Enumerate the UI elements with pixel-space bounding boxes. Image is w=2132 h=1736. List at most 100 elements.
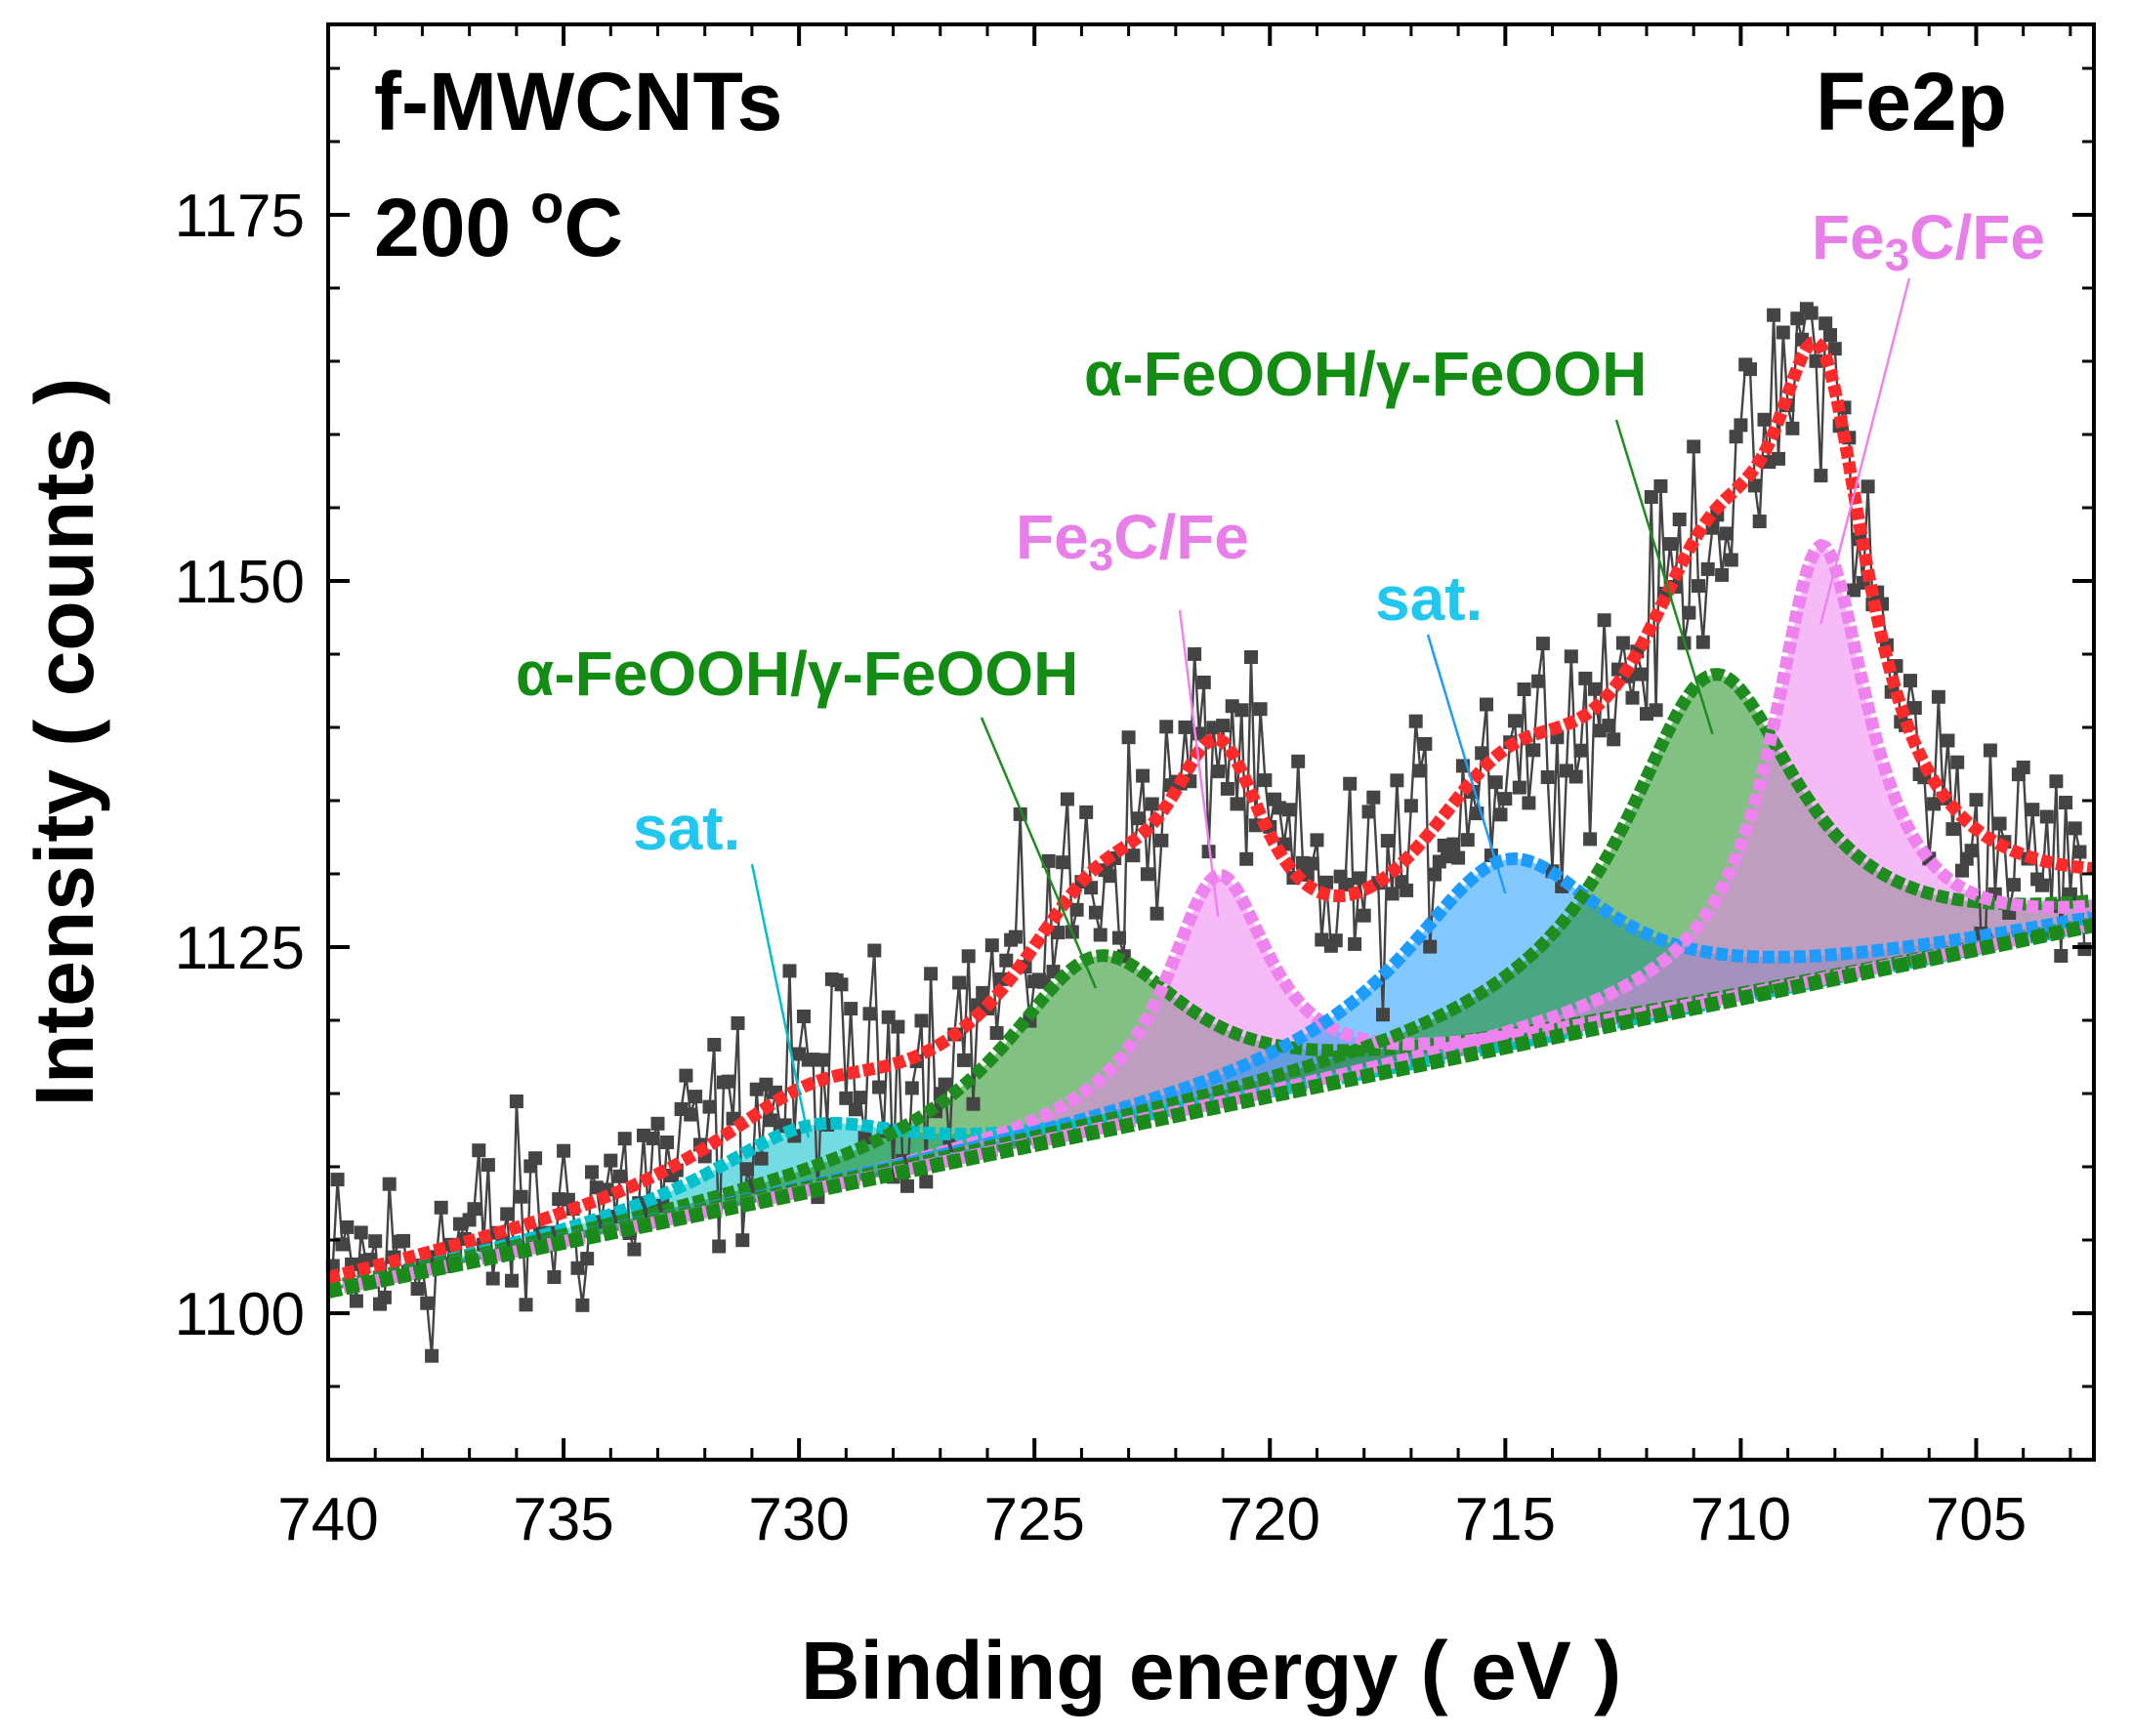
raw-data-point (1587, 682, 1602, 696)
raw-data-point (1682, 605, 1696, 620)
raw-data-point (1136, 768, 1150, 783)
raw-data-point (1903, 674, 1917, 688)
raw-data-point (1211, 765, 1226, 779)
raw-data-point (485, 1271, 500, 1286)
raw-data-point (1220, 781, 1234, 796)
fe3c-2-post: C/Fe (1909, 202, 2045, 272)
raw-data-point (712, 1239, 727, 1254)
raw-data-point (1607, 732, 1621, 747)
raw-data-point (1112, 930, 1126, 945)
raw-data-point (1827, 342, 1842, 356)
raw-data-point (509, 1095, 523, 1108)
raw-data-point (1649, 703, 1663, 718)
raw-data-point (1809, 353, 1823, 368)
y-tick-label: 1125 (175, 915, 305, 982)
raw-data-point (660, 1136, 675, 1149)
raw-data-point (505, 1273, 519, 1288)
raw-data-point (1498, 792, 1513, 806)
raw-data-point (1079, 805, 1094, 819)
fe3c-2-sub: 3 (1885, 229, 1910, 280)
raw-data-point (1772, 451, 1785, 466)
raw-data-point (1380, 834, 1395, 848)
raw-data-point (434, 1200, 448, 1215)
raw-data-point (1145, 797, 1159, 811)
temperature-label: 200 oC (374, 173, 623, 273)
peak-leader-line (980, 717, 1098, 989)
raw-data-point (1615, 636, 1630, 650)
raw-data-point (2072, 845, 2087, 859)
raw-data-point (1291, 754, 1306, 768)
raw-data-point (1451, 850, 1466, 865)
raw-data-point (1804, 306, 1818, 320)
raw-data-point (2026, 803, 2040, 817)
raw-data-point (1818, 316, 1833, 331)
raw-data-point (702, 1099, 717, 1114)
region-label: Fe2p (1816, 56, 2007, 147)
peak-label-leaders (750, 277, 1911, 1138)
raw-data-point (420, 1296, 435, 1310)
raw-data-point (1201, 845, 1216, 859)
raw-data-point (1526, 743, 1541, 758)
raw-data-series (325, 302, 2092, 1363)
x-tick-label: 705 (1926, 1486, 2027, 1553)
peak-label-fe3c-2: Fe3C/Fe (1812, 202, 2045, 280)
raw-data-point (650, 1116, 665, 1131)
raw-data-point (1950, 755, 1965, 769)
raw-data-point (867, 943, 882, 958)
raw-data-point (956, 1053, 971, 1067)
raw-data-point (1253, 702, 1268, 717)
raw-data-point (735, 1233, 750, 1248)
raw-data-point (547, 1270, 562, 1284)
raw-data-point (797, 1010, 811, 1023)
raw-data-point (514, 1189, 528, 1204)
raw-data-point (500, 1207, 515, 1221)
raw-data-point (1366, 790, 1381, 805)
raw-data-point (1578, 671, 1593, 685)
raw-data-point (900, 1178, 914, 1193)
raw-data-point (1493, 807, 1508, 822)
raw-data-point (2016, 761, 2030, 774)
raw-data-point (1361, 805, 1376, 819)
x-tick-label: 730 (748, 1486, 849, 1553)
raw-data-point (462, 1213, 477, 1227)
raw-data-point (1700, 561, 1715, 576)
raw-data-point (1931, 689, 1945, 704)
raw-data-point (1757, 412, 1772, 427)
raw-data-point (2007, 878, 2021, 892)
raw-data-point (2077, 942, 2092, 957)
raw-data-point (1625, 690, 1640, 705)
raw-data-point (684, 1107, 698, 1122)
raw-data-point (1941, 733, 1955, 748)
raw-data-point (984, 938, 999, 953)
raw-data-point (1281, 803, 1296, 817)
raw-data-point (976, 985, 990, 1000)
raw-data-point (1687, 439, 1701, 454)
raw-data-point (1403, 799, 1418, 813)
raw-data-point (1390, 773, 1404, 788)
raw-data-point (1644, 490, 1658, 504)
peak-leader-line (1426, 634, 1507, 894)
background-line (326, 918, 2096, 1299)
raw-data-point (1692, 579, 1705, 594)
raw-data-point (646, 1132, 660, 1145)
raw-data-point (604, 1153, 618, 1168)
raw-data-point (1093, 928, 1108, 942)
raw-data-point (1488, 775, 1503, 790)
x-tick-label: 735 (513, 1486, 613, 1553)
raw-data-point (740, 1162, 755, 1177)
temperature-unit: C (564, 182, 623, 273)
raw-data-point (721, 1074, 735, 1089)
raw-data-point (2059, 796, 2073, 809)
raw-data-point (519, 1298, 533, 1312)
raw-data-point (2049, 774, 2064, 789)
raw-data-point (1230, 797, 1244, 811)
raw-data-point (1945, 822, 1960, 837)
raw-data-point (1512, 780, 1526, 795)
raw-data-point (580, 1252, 595, 1266)
raw-data-point (1508, 714, 1522, 728)
raw-data-point (1154, 833, 1169, 847)
axis-tick-labels: 740 735 730 725 720 715 710 705 1100 1125 1150 1175 (175, 183, 2027, 1553)
peak-label-fe3c-1: Fe3C/Fe (1016, 502, 1249, 580)
raw-data-point (1517, 682, 1531, 696)
